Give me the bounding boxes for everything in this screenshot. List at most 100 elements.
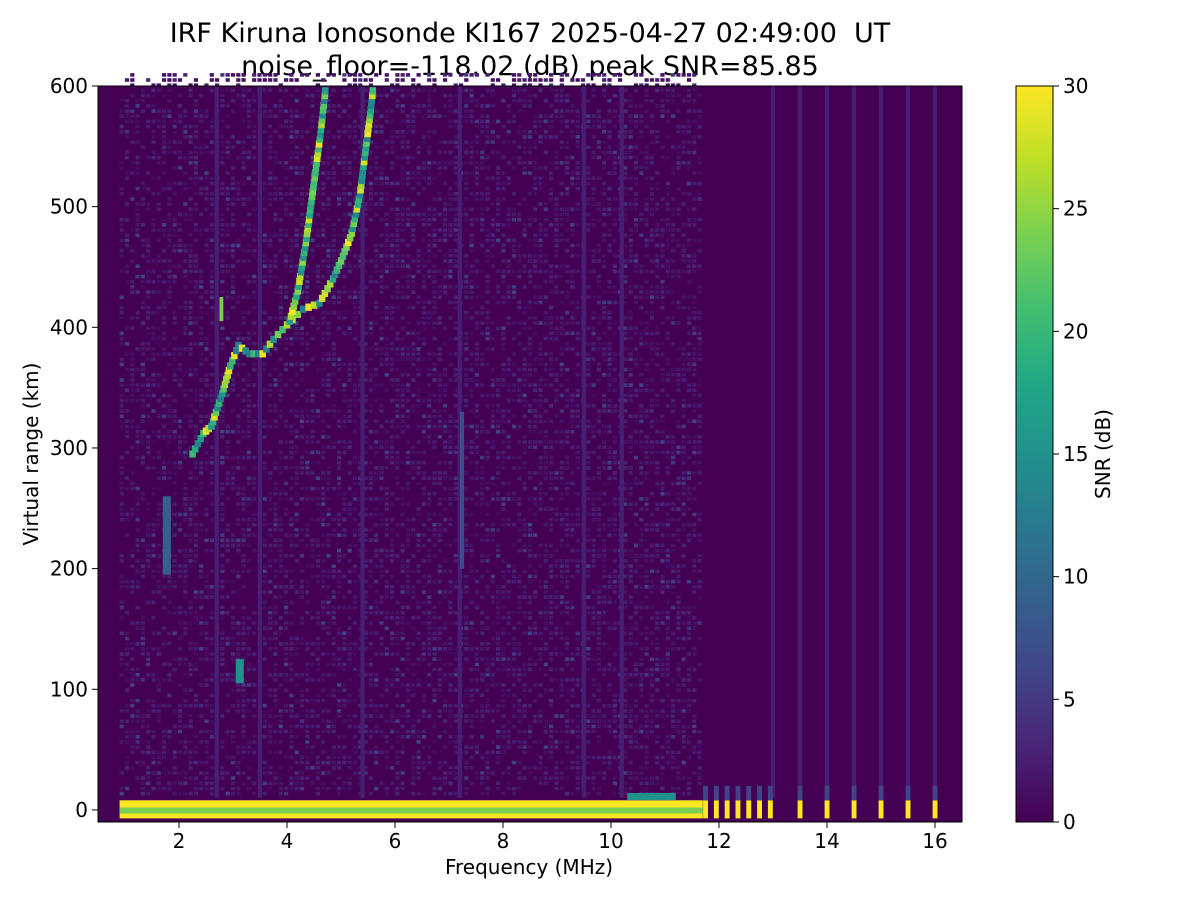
noise-cell [469, 248, 474, 253]
noise-cell [289, 703, 294, 708]
noise-cell [230, 533, 236, 537]
noise-cell [146, 259, 151, 263]
noise-cell [448, 161, 453, 165]
noise-cell [124, 326, 130, 330]
noise-cell [305, 641, 310, 646]
noise-cell [358, 579, 363, 584]
noise-cell [384, 590, 389, 594]
noise-cell [241, 709, 246, 713]
noise-cell [268, 476, 273, 480]
noise-cell [321, 435, 326, 439]
noise-cell [199, 647, 204, 651]
noise-cell [411, 114, 416, 118]
noise-cell [140, 305, 145, 310]
noise-cell [326, 388, 331, 393]
noise-cell [469, 781, 474, 786]
noise-cell [374, 176, 379, 181]
noise-cell [368, 719, 373, 723]
noise-cell [246, 373, 251, 377]
noise-cell [474, 342, 479, 346]
noise-cell [230, 569, 236, 574]
noise-cell [390, 207, 395, 212]
noise-cell [400, 672, 405, 677]
noise-cell [427, 760, 432, 765]
noise-cell [140, 414, 145, 418]
noise-cell [241, 78, 246, 82]
noise-cell [480, 419, 485, 424]
noise-cell [124, 419, 130, 424]
noise-cell [140, 181, 145, 186]
noise-cell [119, 130, 124, 134]
noise-cell [146, 750, 151, 755]
noise-cell [130, 388, 135, 393]
noise-cell [384, 362, 389, 367]
noise-cell [236, 543, 241, 548]
noise-cell [421, 161, 426, 165]
noise-cell [220, 616, 225, 620]
noise-cell [162, 393, 167, 398]
noise-cell [278, 517, 283, 522]
noise-cell [230, 254, 236, 258]
noise-cell [246, 528, 251, 532]
noise-cell [416, 776, 421, 780]
noise-cell [193, 285, 198, 289]
noise-cell [384, 766, 389, 770]
noise-cell [162, 336, 167, 341]
noise-cell [421, 228, 426, 232]
noise-cell [289, 135, 294, 139]
noise-cell [421, 424, 426, 429]
noise-cell [284, 554, 289, 558]
noise-cell [177, 445, 183, 449]
noise-cell [262, 626, 267, 630]
noise-cell [342, 786, 347, 791]
noise-cell [236, 440, 241, 444]
noise-cell [464, 590, 469, 594]
noise-cell [490, 233, 495, 237]
noise-cell [321, 321, 326, 325]
noise-cell [427, 109, 432, 113]
noise-cell [474, 657, 479, 661]
noise-cell [390, 714, 395, 718]
noise-cell [209, 88, 214, 93]
noise-cell [469, 269, 474, 274]
noise-cell [278, 197, 283, 201]
noise-cell [432, 207, 437, 212]
noise-cell [268, 543, 273, 548]
noise-cell [305, 93, 310, 98]
noise-cell [209, 719, 214, 723]
noise-cell [177, 771, 183, 775]
noise-cell [469, 724, 474, 729]
noise-cell [241, 724, 246, 729]
noise-cell [400, 238, 405, 243]
noise-cell [209, 678, 214, 682]
noise-cell [337, 316, 342, 320]
noise-cell [363, 398, 368, 403]
noise-cell [310, 745, 315, 749]
noise-cell [411, 554, 416, 558]
noise-cell [379, 548, 384, 553]
noise-cell [188, 502, 193, 506]
noise-cell [278, 393, 283, 398]
noise-cell [146, 657, 151, 661]
noise-cell [209, 150, 214, 155]
noise-cell [119, 724, 124, 729]
noise-cell [156, 176, 161, 181]
noise-cell [400, 781, 405, 786]
noise-cell [496, 621, 501, 625]
noise-cell [421, 698, 426, 703]
noise-cell [405, 254, 411, 258]
noise-cell [485, 528, 490, 532]
noise-cell [188, 548, 193, 553]
noise-cell [411, 585, 416, 589]
noise-cell [469, 264, 474, 268]
noise-cell [315, 269, 320, 274]
noise-cell [246, 683, 251, 687]
noise-cell [246, 569, 251, 574]
noise-cell [390, 678, 395, 682]
noise-cell [443, 367, 448, 372]
noise-cell [156, 373, 161, 377]
noise-cell [384, 533, 389, 537]
noise-cell [379, 440, 384, 444]
noise-cell [204, 336, 209, 341]
noise-cell [310, 98, 315, 103]
